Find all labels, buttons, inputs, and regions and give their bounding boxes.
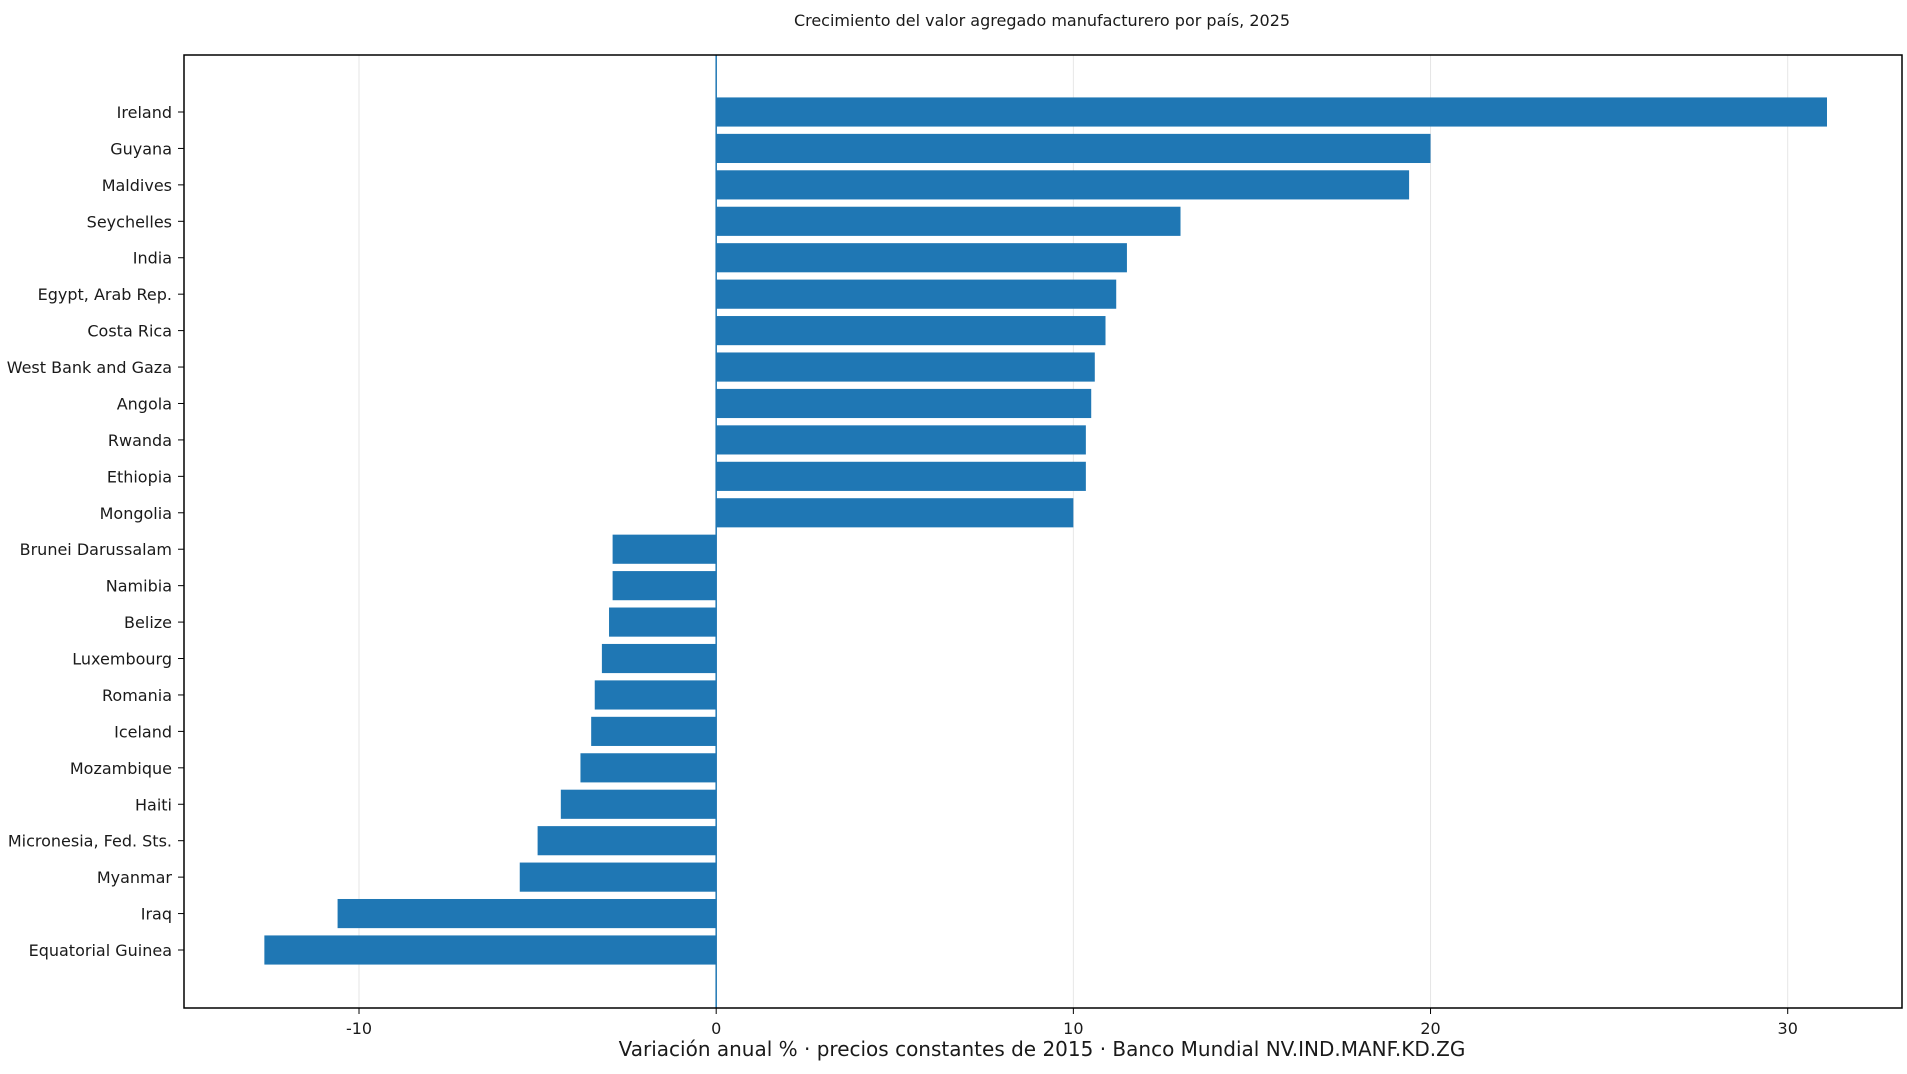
y-tick-label: Namibia [106, 577, 172, 596]
y-tick-label: Romania [102, 686, 172, 705]
x-tick-label: 10 [1063, 1019, 1083, 1038]
y-tick-label: West Bank and Gaza [7, 358, 172, 377]
y-tick-label: Micronesia, Fed. Sts. [8, 832, 172, 851]
bar [580, 753, 717, 783]
bar [716, 388, 1092, 419]
bar [537, 826, 717, 856]
bar [601, 643, 717, 674]
y-tick-label: Maldives [102, 176, 172, 195]
y-tick-label: India [133, 249, 172, 268]
y-tick-label: Mongolia [100, 504, 172, 523]
bar [716, 133, 1431, 164]
y-tick-label: Rwanda [108, 431, 172, 450]
bar [716, 316, 1106, 346]
bar [716, 206, 1181, 236]
y-tick-label: Costa Rica [87, 322, 172, 341]
y-tick-label: Iraq [141, 905, 172, 924]
plot-frame [183, 54, 1903, 1009]
bar [594, 680, 717, 710]
y-tick-label: Mozambique [70, 759, 172, 778]
y-tick-label: Luxembourg [72, 650, 172, 669]
y-tick-label: Ethiopia [107, 467, 172, 486]
x-tick-label: -10 [346, 1019, 372, 1038]
x-tick-label: 0 [711, 1019, 721, 1038]
y-tick-label: Brunei Darussalam [20, 540, 172, 559]
chart-title: Crecimiento del valor agregado manufactu… [794, 11, 1290, 30]
bar [591, 716, 717, 746]
y-tick-label: Belize [124, 613, 172, 632]
bar [609, 607, 717, 637]
y-tick-label: Myanmar [97, 868, 173, 887]
bar [716, 352, 1095, 382]
bar [716, 243, 1127, 273]
y-tick-label: Guyana [110, 139, 172, 158]
y-tick-label: Seychelles [87, 212, 172, 231]
y-tick-label: Angola [117, 394, 172, 413]
bar [716, 498, 1074, 528]
bars [264, 97, 1827, 965]
x-tick-label: 20 [1420, 1019, 1440, 1038]
y-tick-label: Iceland [114, 722, 172, 741]
bar [612, 571, 717, 601]
x-axis-ticks: -10 0 10 20 30 [346, 1008, 1798, 1038]
bar [716, 425, 1086, 455]
y-tick-label: Equatorial Guinea [29, 941, 172, 960]
bar [519, 862, 717, 892]
bar [716, 279, 1117, 309]
y-axis-tick-labels: Ireland Guyana Maldives Seychelles India Egyp… [7, 103, 184, 960]
bar [716, 461, 1086, 491]
y-tick-label: Egypt, Arab Rep. [38, 285, 172, 304]
bar [264, 935, 717, 965]
bar [337, 898, 717, 929]
x-tick-label: 30 [1778, 1019, 1798, 1038]
bar [612, 534, 717, 564]
y-tick-label: Ireland [117, 103, 172, 122]
bar [716, 97, 1827, 127]
bar [716, 170, 1410, 200]
bar [560, 789, 717, 819]
y-tick-label: Haiti [135, 795, 172, 814]
x-axis-label: Variación anual % · precios constantes d… [619, 1037, 1466, 1061]
